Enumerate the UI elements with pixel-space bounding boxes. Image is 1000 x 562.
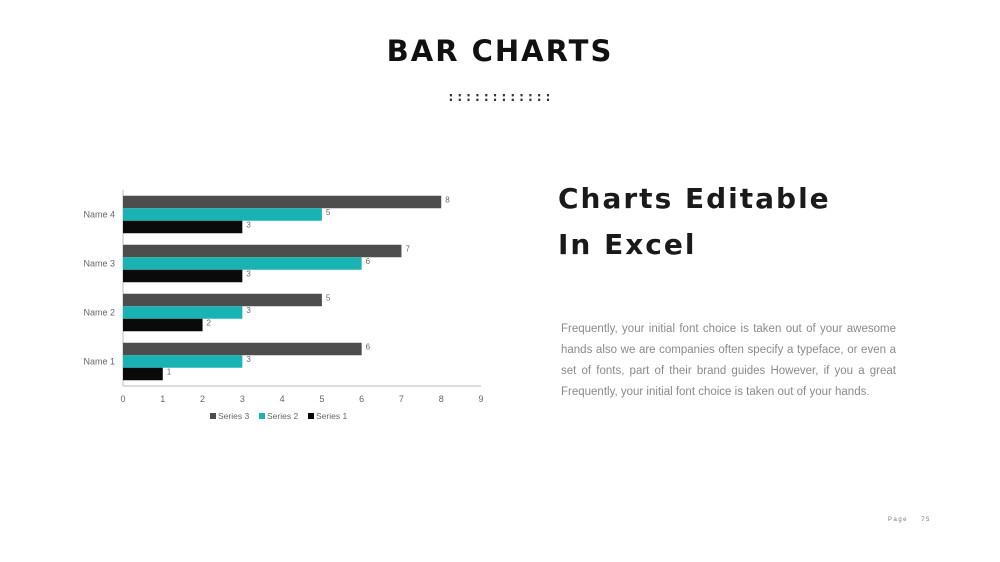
x-tick-label: 8 xyxy=(439,394,444,404)
x-tick-label: 2 xyxy=(200,394,205,404)
page-footer: Page 75 xyxy=(888,517,931,523)
data-label: 5 xyxy=(326,208,331,217)
x-tick-label: 1 xyxy=(160,394,165,404)
heading-line-1: Charts Editable xyxy=(558,182,831,215)
data-label: 6 xyxy=(366,257,371,266)
legend-entry: Series 1 xyxy=(316,411,347,421)
category-label: Name 1 xyxy=(83,357,115,367)
category-label: Name 3 xyxy=(83,259,115,269)
data-label: 3 xyxy=(246,306,251,315)
legend-swatch xyxy=(259,413,265,419)
data-label: 3 xyxy=(246,355,251,364)
x-tick-label: 7 xyxy=(399,394,404,404)
bar-series-3 xyxy=(123,342,362,356)
data-label: 7 xyxy=(405,245,410,254)
decorative-dots: :::::::::::: xyxy=(447,90,553,105)
data-label: 6 xyxy=(366,343,371,352)
x-tick-label: 5 xyxy=(319,394,324,404)
page-label: Page xyxy=(888,517,909,523)
category-label: Name 4 xyxy=(83,210,115,220)
x-tick-label: 4 xyxy=(280,394,285,404)
bar-series-1 xyxy=(123,318,203,332)
data-label: 1 xyxy=(167,368,172,377)
body-paragraph: Frequently, your initial font choice is … xyxy=(561,323,896,398)
data-label: 5 xyxy=(326,294,331,303)
x-tick-label: 3 xyxy=(240,394,245,404)
legend-entry: Series 2 xyxy=(267,411,298,421)
bar-series-1 xyxy=(123,367,163,381)
slide-title: BAR CHARTS xyxy=(386,34,614,68)
data-label: 3 xyxy=(246,221,251,230)
section-heading: Charts Editable In Excel xyxy=(558,176,938,268)
page-number: 75 xyxy=(921,517,931,523)
bar-series-2 xyxy=(123,257,362,270)
bar-series-2 xyxy=(123,355,243,368)
bar-series-3 xyxy=(123,244,402,258)
x-tick-label: 9 xyxy=(478,394,483,404)
heading-line-2: In Excel xyxy=(558,228,697,261)
legend-swatch xyxy=(308,413,314,419)
bar-series-3 xyxy=(123,195,442,209)
bar-chart: 0 1 2 3 4 5 6 7 8 9 Name 1 6 3 1 Name 2 5 3 2 Name 3 7 6 3 Nam… xyxy=(83,190,484,421)
legend-swatch xyxy=(210,413,216,419)
category-label: Name 2 xyxy=(83,308,115,318)
legend-entry: Series 3 xyxy=(218,411,249,421)
bar-series-1 xyxy=(123,269,243,283)
bar-series-1 xyxy=(123,220,243,234)
bar-series-2 xyxy=(123,208,322,221)
bar-series-2 xyxy=(123,306,243,319)
bar-series-3 xyxy=(123,293,322,307)
data-label: 8 xyxy=(445,196,450,205)
data-label: 3 xyxy=(246,270,251,279)
data-label: 2 xyxy=(207,319,212,328)
x-tick-label: 6 xyxy=(359,394,364,404)
x-tick-label: 0 xyxy=(120,394,125,404)
